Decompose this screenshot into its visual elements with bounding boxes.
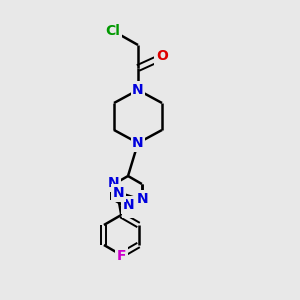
Text: N: N bbox=[132, 136, 144, 150]
Text: N: N bbox=[137, 192, 149, 206]
Text: Cl: Cl bbox=[106, 24, 120, 38]
Text: N: N bbox=[107, 176, 119, 190]
Text: N: N bbox=[123, 202, 135, 216]
Text: N: N bbox=[132, 83, 144, 97]
Text: O: O bbox=[156, 49, 168, 63]
Text: F: F bbox=[116, 249, 126, 263]
Text: N: N bbox=[112, 186, 124, 200]
Text: N: N bbox=[123, 198, 134, 212]
